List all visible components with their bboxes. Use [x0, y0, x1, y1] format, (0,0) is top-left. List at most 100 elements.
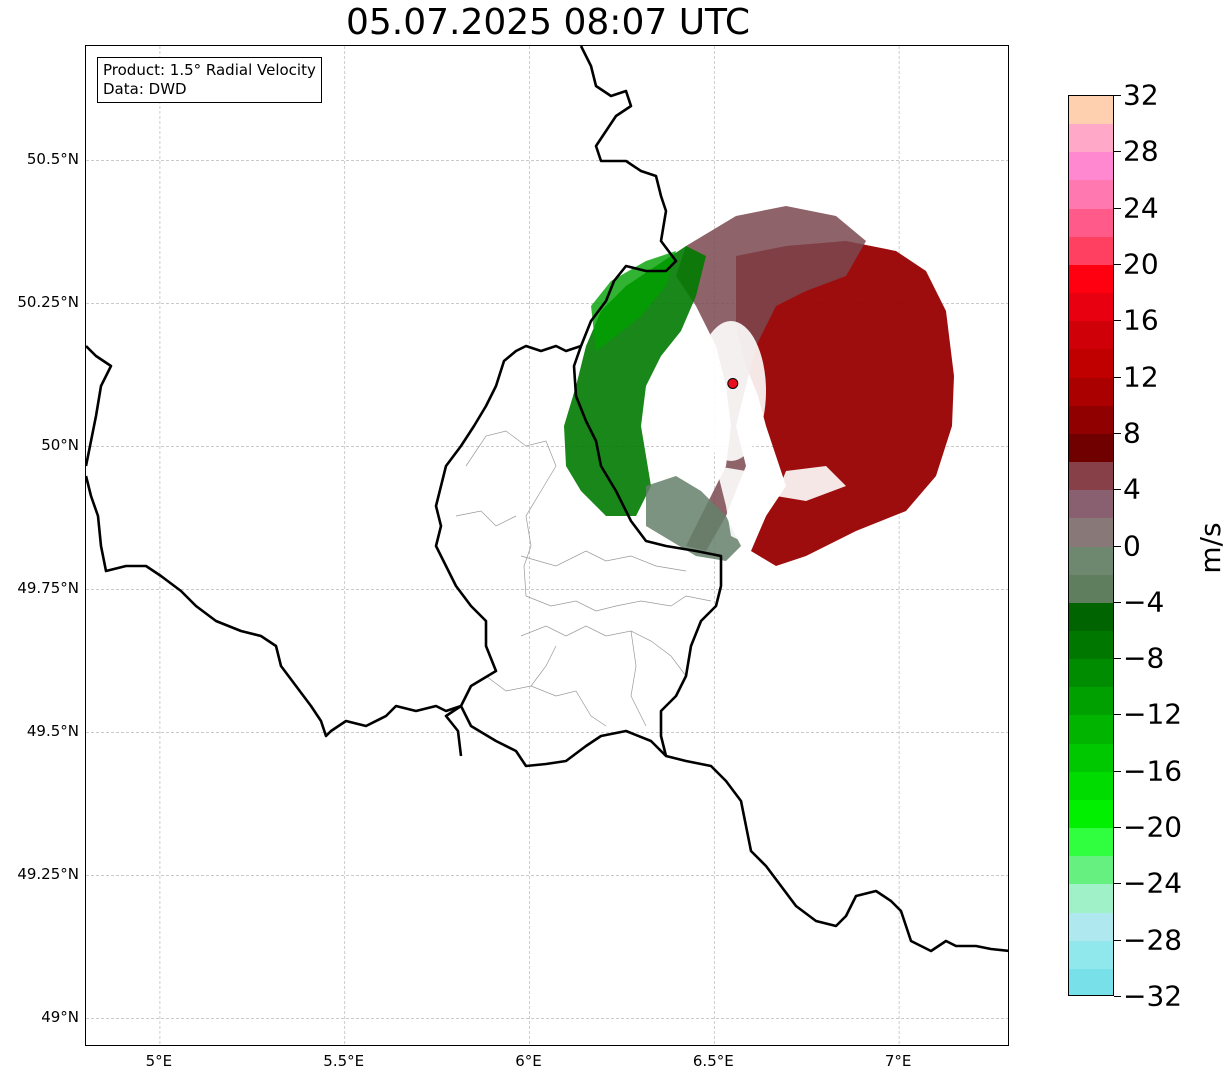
colorbar-tick-mark	[1114, 320, 1121, 322]
colorbar-segment	[1069, 96, 1113, 125]
info-box: Product: 1.5° Radial Velocity Data: DWD	[97, 57, 322, 103]
colorbar-segment	[1069, 799, 1113, 829]
longitude-label: 5.5°E	[323, 1052, 365, 1070]
longitude-label: 5°E	[145, 1052, 173, 1070]
colorbar-segment	[1069, 630, 1113, 660]
colorbar-tick-label: −24	[1123, 866, 1183, 900]
colorbar-segment	[1069, 574, 1113, 604]
colorbar-segment	[1069, 546, 1113, 576]
radar-echo-layer	[564, 206, 954, 566]
colorbar-tick-label: −32	[1123, 979, 1183, 1013]
colorbar-segment	[1069, 405, 1113, 435]
longitude-label: 7°E	[884, 1052, 912, 1070]
colorbar-segment	[1069, 518, 1113, 548]
colorbar-tick-label: −8	[1123, 641, 1165, 675]
outbound-velocity-echo-light	[676, 206, 866, 551]
velocity-colorbar	[1068, 95, 1114, 996]
colorbar-tick-mark	[1114, 770, 1121, 772]
latitude-label: 50.5°N	[26, 150, 79, 169]
colorbar-tick-mark	[1114, 545, 1121, 547]
colorbar-tick-mark	[1114, 95, 1121, 96]
colorbar-segment	[1069, 715, 1113, 745]
colorbar-tick-mark	[1114, 883, 1121, 885]
national-borders	[86, 46, 1008, 953]
product-label: Product: 1.5° Radial Velocity	[103, 61, 316, 79]
map-canvas	[86, 46, 1008, 1045]
colorbar-tick-label: 28	[1123, 134, 1159, 168]
colorbar-tick-mark	[1114, 151, 1121, 153]
border-be-de-north	[572, 46, 723, 757]
zero-velocity-band	[646, 476, 741, 561]
latitude-label: 49.5°N	[26, 722, 79, 741]
longitude-label: 6.5°E	[692, 1052, 734, 1070]
colorbar-segment	[1069, 856, 1113, 885]
inbound-velocity-echo-light	[591, 251, 676, 351]
inbound-velocity-echo	[564, 246, 706, 516]
colorbar-segment	[1069, 828, 1113, 857]
colorbar-tick-mark	[1114, 489, 1121, 491]
colorbar-tick-mark	[1114, 376, 1121, 378]
colorbar-unit-label: m/s	[1194, 522, 1225, 574]
latitude-label: 50°N	[41, 436, 79, 455]
border-lu-west	[434, 344, 582, 757]
colorbar-segment	[1069, 264, 1113, 294]
colorbar-tick-label: 16	[1123, 303, 1159, 337]
colorbar-tick-mark	[1114, 263, 1121, 265]
gridlines	[86, 46, 1008, 1045]
colorbar-segment	[1069, 180, 1113, 210]
latitude-label: 49.75°N	[17, 579, 79, 598]
colorbar-tick-mark	[1114, 658, 1121, 660]
colorbar-tick-label: 20	[1123, 247, 1159, 281]
colorbar-tick-mark	[1114, 207, 1121, 209]
map-title: 05.07.2025 08:07 UTC	[345, 2, 751, 43]
colorbar-segment	[1069, 377, 1113, 407]
colorbar-tick-mark	[1114, 996, 1121, 997]
colorbar-tick-mark	[1114, 939, 1121, 941]
latitude-label: 50.25°N	[17, 293, 79, 312]
longitude-label: 6°E	[515, 1052, 542, 1070]
colorbar-segment	[1069, 884, 1113, 914]
colorbar-tick-label: −16	[1123, 754, 1183, 788]
colorbar-segment	[1069, 743, 1113, 773]
latitude-label: 49.25°N	[17, 865, 79, 884]
radar-map[interactable]	[85, 45, 1009, 1046]
colorbar-segment	[1069, 462, 1113, 491]
colorbar-segment	[1069, 771, 1113, 801]
colorbar-tick-mark	[1114, 432, 1121, 434]
border-fr-south	[86, 475, 462, 738]
colorbar-tick-mark	[1114, 827, 1121, 829]
colorbar-segment	[1069, 490, 1113, 519]
colorbar-segment	[1069, 152, 1113, 182]
colorbar-tick-label: −20	[1123, 810, 1183, 844]
colorbar-segment	[1069, 659, 1113, 688]
latitude-label: 49°N	[41, 1008, 79, 1027]
colorbar-segment	[1069, 602, 1113, 632]
border-fr-de-south	[459, 705, 1008, 953]
colorbar-tick-label: 0	[1123, 529, 1141, 562]
colorbar-segment	[1069, 349, 1113, 379]
data-source-label: Data: DWD	[103, 80, 187, 98]
colorbar-tick-label: 32	[1123, 78, 1159, 112]
colorbar-tick-label: 4	[1123, 472, 1141, 506]
colorbar-segment	[1069, 687, 1113, 717]
radar-site-marker	[727, 377, 739, 389]
colorbar-segment	[1069, 968, 1113, 995]
colorbar-tick-mark	[1114, 601, 1121, 603]
colorbar-tick-label: −28	[1123, 923, 1183, 957]
colorbar-segment	[1069, 433, 1113, 463]
colorbar-tick-mark	[1114, 714, 1121, 716]
colorbar-segment	[1069, 124, 1113, 153]
radar-clear-area	[696, 321, 766, 461]
colorbar-tick-label: 8	[1123, 416, 1141, 450]
admin-boundaries	[455, 430, 712, 727]
colorbar-tick-label: −12	[1123, 697, 1183, 731]
colorbar-segment	[1069, 912, 1113, 942]
border-be-fr-west	[86, 345, 113, 467]
colorbar-segment	[1069, 940, 1113, 970]
colorbar-segment	[1069, 293, 1113, 322]
colorbar-segment	[1069, 208, 1113, 238]
colorbar-segment	[1069, 321, 1113, 350]
colorbar-tick-label: −4	[1123, 585, 1165, 619]
colorbar-tick-label: 12	[1123, 360, 1159, 394]
colorbar-tick-label: 24	[1123, 191, 1159, 225]
